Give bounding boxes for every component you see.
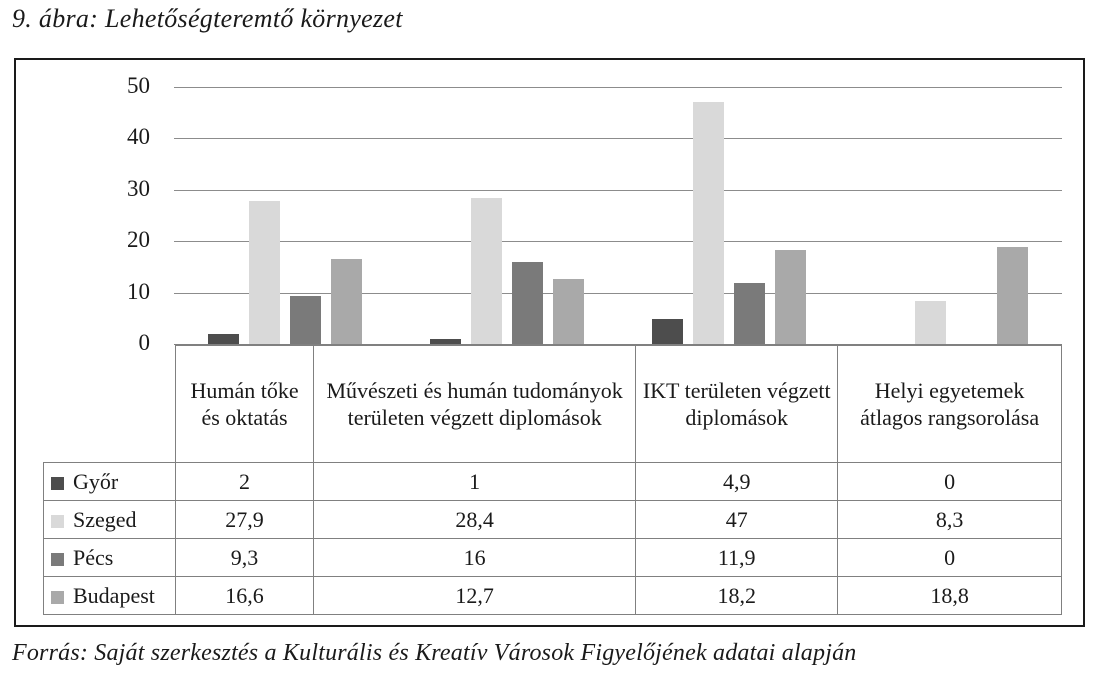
bar-budapest bbox=[997, 247, 1028, 344]
value-cell: 11,9 bbox=[635, 538, 839, 577]
y-tick-label: 0 bbox=[138, 329, 151, 355]
series-name: Pécs bbox=[73, 544, 114, 570]
y-tick-label: 50 bbox=[127, 72, 150, 98]
chart-data-table: Humán tőke és oktatás Művészeti és humán … bbox=[43, 345, 1062, 615]
value-cell: 0 bbox=[837, 538, 1062, 577]
value-cell: 47 bbox=[635, 500, 839, 539]
category-header-row: Humán tőke és oktatás Művészeti és humán … bbox=[44, 345, 1062, 463]
plot-area bbox=[174, 87, 1062, 345]
bar-group bbox=[174, 87, 396, 344]
category-header: Humán tőke és oktatás bbox=[174, 345, 315, 463]
bar-pécs bbox=[512, 261, 543, 344]
bar-szeged bbox=[249, 200, 280, 344]
bar-budapest bbox=[775, 250, 806, 344]
value-cell: 1 bbox=[313, 462, 637, 501]
chart-frame: 0 10 20 30 40 50 Humán tőke és oktatás Művésze… bbox=[14, 58, 1085, 627]
bar-group bbox=[840, 87, 1062, 344]
value-cell: 4,9 bbox=[635, 462, 839, 501]
category-header: Helyi egyetemek átlagos rangsorolása bbox=[837, 345, 1062, 463]
value-cell: 8,3 bbox=[837, 500, 1062, 539]
y-tick-label: 20 bbox=[127, 227, 150, 253]
y-tick-label: 30 bbox=[127, 175, 150, 201]
legend-swatch-icon bbox=[51, 590, 64, 604]
value-cell: 0 bbox=[837, 462, 1062, 501]
figure-title: 9. ábra: Lehetőségteremtő környezet bbox=[12, 4, 403, 33]
legend-swatch-icon bbox=[51, 552, 64, 566]
gridline bbox=[174, 87, 1062, 88]
value-cell: 9,3 bbox=[174, 538, 315, 577]
value-cell: 28,4 bbox=[313, 500, 637, 539]
bar-pécs bbox=[734, 282, 765, 344]
series-legend-cell: Szeged bbox=[43, 500, 176, 539]
bar-győr bbox=[208, 333, 239, 344]
bar-budapest bbox=[331, 258, 362, 344]
y-tick-label: 40 bbox=[127, 124, 150, 150]
legend-swatch-icon bbox=[51, 514, 64, 528]
gridline bbox=[174, 189, 1062, 191]
series-legend-cell: Budapest bbox=[43, 576, 176, 615]
bar-budapest bbox=[553, 278, 584, 344]
bar-groups bbox=[174, 87, 1062, 344]
y-tick-label: 10 bbox=[127, 278, 150, 304]
series-name: Budapest bbox=[73, 582, 155, 608]
bar-szeged bbox=[471, 198, 502, 344]
bar-group bbox=[618, 87, 840, 344]
value-cell: 12,7 bbox=[313, 576, 637, 615]
bar-szeged bbox=[693, 102, 724, 344]
bar-group bbox=[396, 87, 618, 344]
table-body: Győr 2 1 4,9 0 Szeged 27,9 28,4 47 8,3 Pécs 9,3 16 11… bbox=[43, 462, 1062, 615]
gridline bbox=[174, 241, 1062, 243]
y-axis: 0 10 20 30 40 50 bbox=[16, 73, 150, 355]
value-cell: 18,8 bbox=[837, 576, 1062, 615]
series-row-győr: Győr 2 1 4,9 0 bbox=[43, 462, 1062, 501]
bar-győr bbox=[430, 338, 461, 344]
series-row-pécs: Pécs 9,3 16 11,9 0 bbox=[43, 538, 1062, 577]
table-corner-cell bbox=[44, 346, 176, 463]
value-cell: 18,2 bbox=[635, 576, 839, 615]
value-cell: 2 bbox=[174, 462, 315, 501]
series-name: Szeged bbox=[73, 506, 137, 532]
series-legend-cell: Pécs bbox=[43, 538, 176, 577]
series-row-szeged: Szeged 27,9 28,4 47 8,3 bbox=[43, 500, 1062, 539]
series-legend-cell: Győr bbox=[43, 462, 176, 501]
legend-swatch-icon bbox=[51, 476, 64, 490]
value-cell: 27,9 bbox=[174, 500, 315, 539]
category-header: Művészeti és humán tudományok területen … bbox=[313, 345, 637, 463]
value-cell: 16,6 bbox=[174, 576, 315, 615]
category-header: IKT területen végzett diplomások bbox=[635, 345, 839, 463]
source-note: Forrás: Saját szerkesztés a Kulturális é… bbox=[12, 640, 857, 666]
value-cell: 16 bbox=[313, 538, 637, 577]
gridline bbox=[174, 138, 1062, 140]
gridline bbox=[174, 292, 1062, 294]
series-name: Győr bbox=[73, 468, 119, 494]
bar-pécs bbox=[290, 296, 321, 344]
series-row-budapest: Budapest 16,6 12,7 18,2 18,8 bbox=[43, 576, 1062, 615]
bar-győr bbox=[652, 318, 683, 344]
bar-szeged bbox=[915, 301, 946, 344]
